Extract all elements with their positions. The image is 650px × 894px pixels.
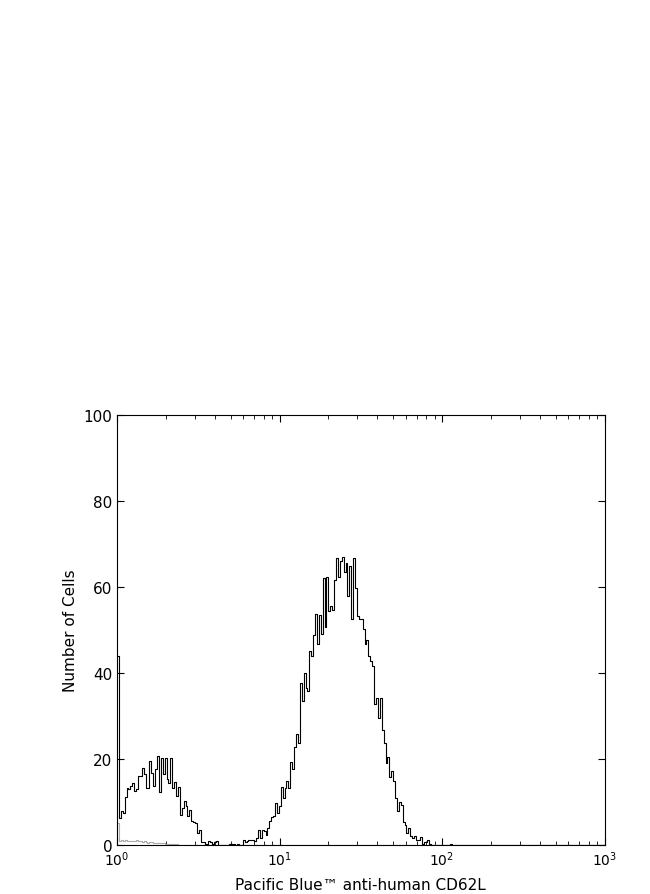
Y-axis label: Number of Cells: Number of Cells <box>62 569 78 692</box>
X-axis label: Pacific Blue™ anti-human CD62L: Pacific Blue™ anti-human CD62L <box>235 877 486 891</box>
